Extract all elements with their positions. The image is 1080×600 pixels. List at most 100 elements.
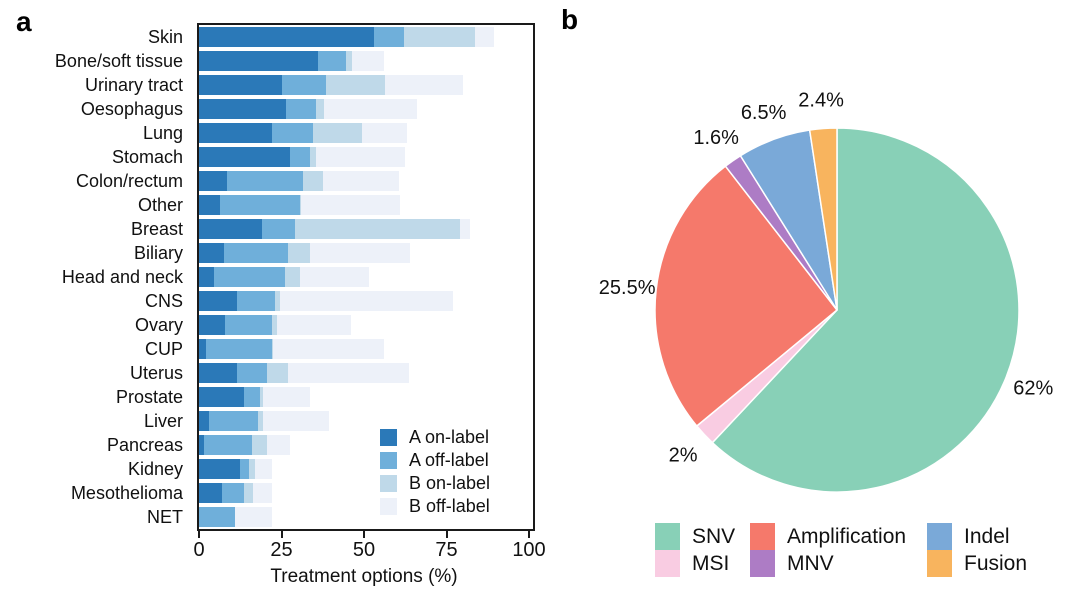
pie-legend-item: Fusion bbox=[927, 550, 1027, 577]
bar-segment-b-on-label bbox=[251, 435, 267, 455]
bar-segment-a-off-label bbox=[208, 411, 259, 431]
bar-segment-a-on-label bbox=[199, 171, 228, 191]
bar-segment-a-off-label bbox=[222, 483, 244, 503]
bar-row bbox=[199, 195, 401, 215]
bar-segment-a-on-label bbox=[199, 483, 223, 503]
bar-segment-b-off-label bbox=[253, 483, 272, 503]
pie-legend-item-label: Indel bbox=[964, 524, 1010, 548]
category-label: Colon/rectum bbox=[75, 171, 183, 191]
legend-swatch-icon bbox=[655, 550, 680, 577]
bar-row bbox=[199, 243, 411, 263]
legend-item: A on-label bbox=[380, 426, 490, 449]
pie-legend-item-label: MSI bbox=[692, 551, 730, 575]
bar-segment-a-on-label bbox=[199, 315, 226, 335]
bar-segment-a-off-label bbox=[199, 507, 236, 527]
bar-segment-b-off-label bbox=[352, 51, 384, 71]
bar-segment-a-off-label bbox=[240, 459, 249, 479]
pie-legend-column: Amplification MNV bbox=[750, 523, 906, 577]
bar-segment-b-off-label bbox=[263, 411, 330, 431]
bar-row bbox=[199, 411, 330, 431]
category-label: Mesothelioma bbox=[70, 483, 183, 503]
bar-segment-b-on-label bbox=[248, 459, 256, 479]
x-tick-mark bbox=[363, 531, 365, 538]
pie-slice-amplification bbox=[654, 165, 839, 428]
pie-legend-column: Indel Fusion bbox=[927, 523, 1027, 577]
bar-segment-b-off-label bbox=[276, 315, 351, 335]
category-label: Other bbox=[137, 195, 183, 215]
bar-row bbox=[199, 387, 310, 407]
bar-segment-b-on-label bbox=[243, 483, 254, 503]
bar-segment-b-on-label bbox=[260, 387, 264, 407]
category-label: Ovary bbox=[134, 315, 183, 335]
bar-segment-a-off-label bbox=[289, 147, 310, 167]
bar-segment-a-on-label bbox=[199, 123, 272, 143]
legend-item-label: B off-label bbox=[409, 496, 490, 516]
bar-segment-a-off-label bbox=[213, 267, 285, 287]
bar-segment-a-off-label bbox=[243, 387, 261, 407]
panel-a-label: a bbox=[16, 6, 32, 37]
bar-row bbox=[199, 363, 409, 383]
bar-segment-b-off-label bbox=[273, 339, 384, 359]
bar-row bbox=[199, 123, 407, 143]
bar-segment-a-on-label bbox=[199, 267, 214, 287]
bar-segment-a-off-label bbox=[236, 291, 275, 311]
bar-segment-a-off-label bbox=[227, 171, 303, 191]
x-tick-mark bbox=[280, 531, 283, 538]
x-axis-title: Treatment options (%) bbox=[270, 566, 458, 587]
legend-swatch-icon bbox=[380, 452, 397, 469]
bar-segment-b-off-label bbox=[474, 27, 495, 47]
bar-segment-b-off-label bbox=[266, 435, 290, 455]
pie-legend-item: SNV bbox=[655, 523, 735, 550]
category-label: Bone/soft tissue bbox=[54, 51, 183, 71]
category-label: Head and neck bbox=[61, 267, 183, 287]
bar-segment-b-off-label bbox=[279, 291, 454, 311]
category-label: Urinary tract bbox=[84, 75, 183, 95]
pie-legend-column: SNV MSI bbox=[655, 523, 735, 577]
bar-segment-a-on-label bbox=[199, 75, 282, 95]
panel-b-label: b bbox=[561, 4, 579, 35]
x-tick-label: 50 bbox=[352, 539, 376, 561]
bar-segment-a-on-label bbox=[199, 363, 237, 383]
pie-legend-item: Indel bbox=[927, 523, 1027, 550]
x-tick-label: 0 bbox=[193, 539, 205, 561]
bar-segment-b-on-label bbox=[284, 267, 300, 287]
bar-segment-a-on-label bbox=[199, 195, 221, 215]
category-label: Liver bbox=[143, 411, 183, 431]
bar-segment-a-off-label bbox=[236, 363, 267, 383]
bar-segment-b-on-label bbox=[345, 51, 353, 71]
bar-row bbox=[199, 75, 463, 95]
x-tick-mark bbox=[445, 531, 448, 538]
bar-segment-b-on-label bbox=[288, 243, 310, 263]
bar-segment-b-off-label bbox=[324, 99, 417, 119]
bar-segment-b-off-label bbox=[459, 219, 470, 239]
bar-segment-b-off-label bbox=[301, 195, 401, 215]
bar-segment-a-on-label bbox=[199, 99, 287, 119]
bar-row bbox=[199, 147, 406, 167]
pie-legend-item-label: Fusion bbox=[964, 551, 1028, 575]
bar-segment-a-on-label bbox=[199, 459, 241, 479]
category-label: Pancreas bbox=[106, 435, 183, 455]
x-tick-label: 25 bbox=[270, 539, 293, 561]
bar-segment-a-off-label bbox=[261, 219, 295, 239]
legend-swatch-icon bbox=[380, 429, 397, 446]
category-label: Skin bbox=[147, 27, 183, 47]
x-axis-ticks bbox=[0, 531, 1080, 539]
bar-segment-b-off-label bbox=[309, 243, 411, 263]
bar-segment-b-on-label bbox=[309, 147, 317, 167]
pie-percentage-label: 6.5% bbox=[741, 102, 787, 124]
bar-row bbox=[199, 51, 384, 71]
pie-slice-snv bbox=[711, 127, 1020, 493]
legend-swatch-icon bbox=[927, 523, 952, 550]
pie-legend-item-label: SNV bbox=[692, 524, 736, 548]
legend-item: B on-label bbox=[380, 472, 490, 495]
legend-item: A off-label bbox=[380, 449, 490, 472]
pie-chart: 62% 2% 25.5% 1.6%6.5% 2.4% bbox=[599, 89, 1054, 493]
legend-swatch-icon bbox=[380, 498, 397, 515]
category-label: Stomach bbox=[111, 147, 183, 167]
category-label: CNS bbox=[144, 291, 183, 311]
pie-slice-fusion bbox=[808, 127, 838, 311]
bar-chart-legend: A on-label A off-label B on-label B off-lab… bbox=[380, 426, 490, 518]
pie-percentage-label: 1.6% bbox=[693, 127, 739, 149]
bar-segment-a-off-label bbox=[286, 99, 317, 119]
pie-percentage-label: 2% bbox=[669, 445, 698, 467]
